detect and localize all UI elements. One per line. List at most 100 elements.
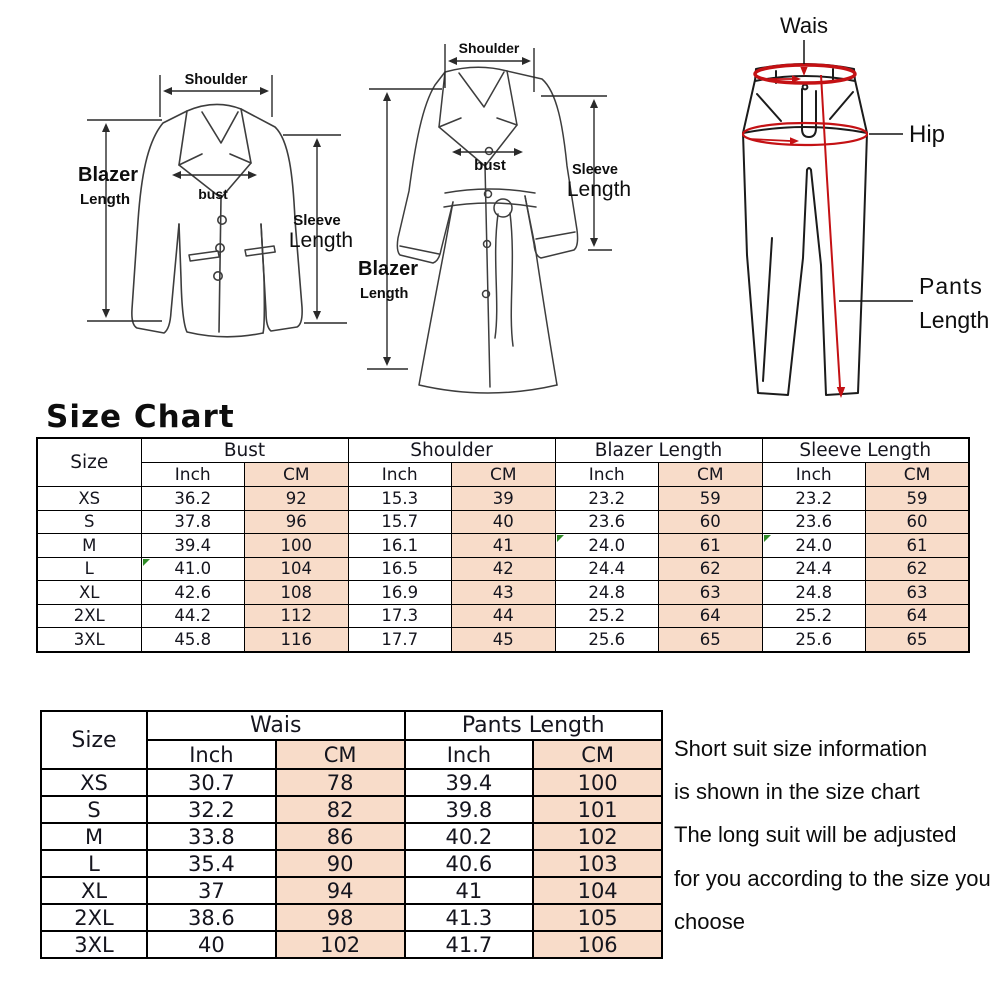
- value-cell: 103: [532, 849, 663, 878]
- size-cell: 2XL: [36, 603, 142, 628]
- size-row: L 41.0 104 16.5 42 24.4 62 24.4 62: [36, 556, 970, 581]
- value-cell: 106: [532, 930, 663, 959]
- size-cell: 3XL: [36, 627, 142, 652]
- note-line: choose: [674, 908, 745, 934]
- value-cell: 64: [658, 603, 763, 628]
- pants-size-table: Size Wais Pants Length Inch CM Inch CM X…: [40, 710, 663, 959]
- value-cell: 92: [244, 486, 349, 511]
- value-cell: 45: [451, 627, 556, 652]
- value-cell: 24.4: [761, 556, 866, 581]
- size-row: M 39.4 100 16.1 41 24.0 61 24.0 61: [36, 533, 970, 558]
- value-cell: 16.9: [347, 580, 452, 605]
- value-cell: 39: [451, 486, 556, 511]
- pants-length-group-header: Pants Length: [403, 710, 663, 741]
- size-row: 2XL 38.6 98 41.3 105: [40, 903, 663, 932]
- pants-length-label-2: Length: [919, 307, 989, 333]
- value-cell: 94: [274, 876, 406, 905]
- size-row: M 33.8 86 40.2 102: [40, 822, 663, 851]
- pants-hip-measure: Hip: [741, 121, 945, 148]
- coat-bust-label: bust: [474, 157, 506, 174]
- value-cell: 61: [658, 533, 763, 558]
- size-row: XL 37 94 41 104: [40, 876, 663, 905]
- shoulder-inch-header: Inch: [347, 462, 452, 487]
- value-cell: 108: [244, 580, 349, 605]
- value-cell: 39.8: [403, 795, 535, 824]
- value-cell: 41.0: [140, 556, 245, 581]
- size-cell: M: [40, 822, 148, 851]
- value-cell: 42: [451, 556, 556, 581]
- pants-waist-measure: Wais: [753, 13, 857, 85]
- size-chart-heading: Size Chart: [46, 399, 235, 435]
- size-cell: XL: [40, 876, 148, 905]
- blazer-shoulder-label: Shoulder: [185, 72, 248, 88]
- note-line: Short suit size information: [674, 736, 928, 761]
- value-cell: 100: [244, 533, 349, 558]
- value-cell: 24.4: [554, 556, 659, 581]
- size-cell: XL: [36, 580, 142, 605]
- coat-length-dimension: Blazer Length: [358, 88, 442, 370]
- pants-length-cm-header: CM: [532, 739, 663, 770]
- value-cell: 102: [274, 930, 406, 959]
- value-cell: 41: [403, 876, 535, 905]
- value-cell: 59: [865, 486, 970, 511]
- size-row: 2XL 44.2 112 17.3 44 25.2 64 25.2 64: [36, 603, 970, 628]
- value-cell: 61: [865, 533, 970, 558]
- coat-drawing: [396, 66, 579, 394]
- value-cell: 40.6: [403, 849, 535, 878]
- value-cell: 64: [865, 603, 970, 628]
- value-cell: 15.7: [347, 509, 452, 534]
- value-cell: 38.6: [146, 903, 277, 932]
- coat-length-label-2: Length: [360, 286, 408, 302]
- blazer-shoulder-dimension: Shoulder: [159, 72, 273, 117]
- value-cell: 17.3: [347, 603, 452, 628]
- value-cell: 105: [532, 903, 663, 932]
- size-column-header: Size: [40, 710, 148, 770]
- value-cell: 40.2: [403, 822, 535, 851]
- size-column-header: Size: [36, 437, 142, 487]
- value-cell: 104: [532, 876, 663, 905]
- value-cell: 33.8: [146, 822, 277, 851]
- coat-sleeve-label-2: Length: [567, 178, 631, 201]
- value-cell: 15.3: [347, 486, 452, 511]
- bust-group-header: Bust: [140, 437, 349, 463]
- size-row: L 35.4 90 40.6 103: [40, 849, 663, 878]
- value-cell: 63: [658, 580, 763, 605]
- coat-sleeve-dimension: Sleeve Length: [541, 95, 631, 251]
- shoulder-cm-header: CM: [451, 462, 556, 487]
- blazer-drawing: [131, 103, 303, 338]
- blazer-length-label-2: Length: [80, 191, 130, 208]
- blazer-sleeve-label-1: Sleeve: [293, 212, 341, 229]
- blazer-length-group-header: Blazer Length: [554, 437, 763, 463]
- value-cell: 23.6: [761, 509, 866, 534]
- value-cell: 112: [244, 603, 349, 628]
- value-cell: 36.2: [140, 486, 245, 511]
- value-cell: 24.0: [761, 533, 866, 558]
- coat-shoulder-dimension: Shoulder: [444, 40, 535, 92]
- blazer-measurement-diagram: Shoulder Blazer Length bust Sleeve Lengt…: [78, 72, 353, 338]
- value-cell: 78: [274, 768, 406, 797]
- value-cell: 65: [865, 627, 970, 652]
- value-cell: 41: [451, 533, 556, 558]
- value-cell: 24.8: [554, 580, 659, 605]
- blazer-sleeve-label-2: Length: [289, 229, 353, 252]
- size-cell: XS: [40, 768, 148, 797]
- waist-inch-header: Inch: [146, 739, 277, 770]
- size-cell: XS: [36, 486, 142, 511]
- value-cell: 23.2: [761, 486, 866, 511]
- value-cell: 40: [146, 930, 277, 959]
- value-cell: 86: [274, 822, 406, 851]
- size-cell: 2XL: [40, 903, 148, 932]
- pants-length-label-1: Pants: [919, 273, 983, 299]
- sleeve-length-inch-header: Inch: [761, 462, 866, 487]
- size-cell: M: [36, 533, 142, 558]
- bust-cm-header: CM: [244, 462, 349, 487]
- blazer-bust-label: bust: [198, 186, 228, 202]
- size-notes: Short suit size information is shown in …: [674, 727, 998, 943]
- waist-cm-header: CM: [274, 739, 406, 770]
- coat-bust-dimension: bust: [452, 148, 523, 174]
- value-cell: 16.5: [347, 556, 452, 581]
- value-cell: 43: [451, 580, 556, 605]
- size-cell: L: [36, 556, 142, 581]
- value-cell: 90: [274, 849, 406, 878]
